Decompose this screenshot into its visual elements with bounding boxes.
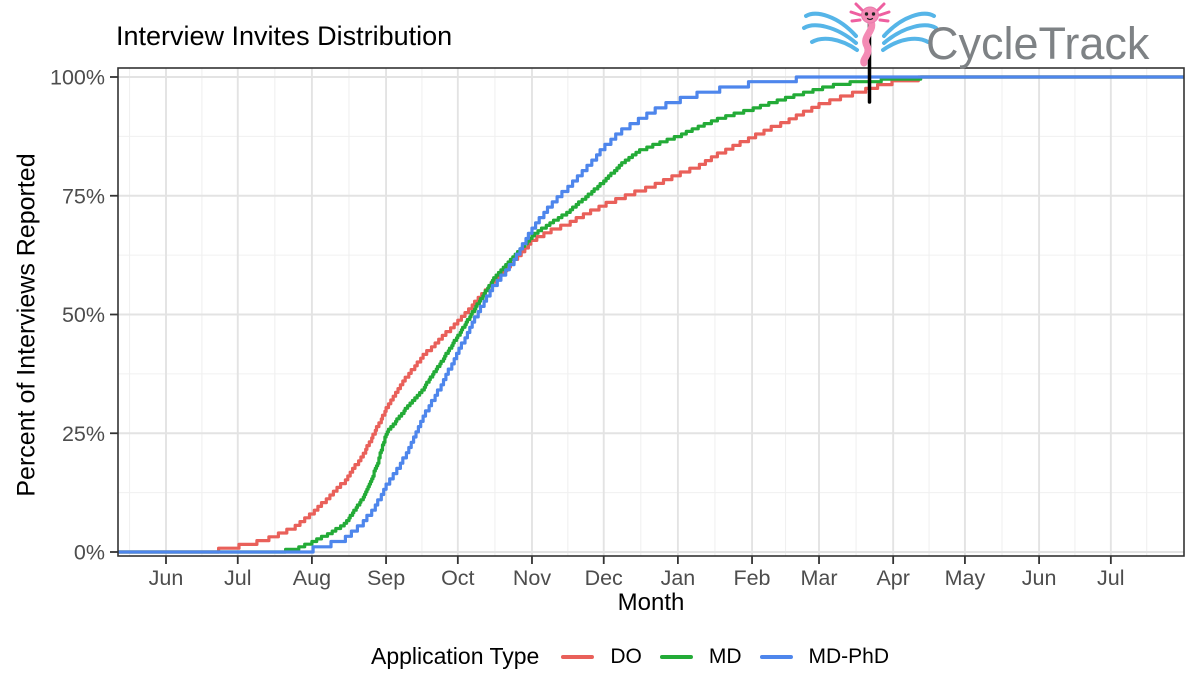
y-tick-label: 0% [74,541,105,565]
x-tick-label: Apr [876,566,909,590]
gill-frond [850,18,862,23]
axolotl-eye-left [864,12,869,16]
wing-feather [802,23,858,45]
y-tick-label: 75% [62,184,105,208]
wing-feather [810,36,859,52]
wing-feather [881,36,930,52]
panel-background [118,68,1184,556]
series-line-do [118,75,1184,554]
gill-frond [876,2,886,12]
x-tick-label: May [945,566,986,590]
x-tick-label: Nov [513,566,551,590]
legend-title: Application Type [370,643,540,669]
gill-frond [854,2,864,12]
gill-frond [878,18,890,23]
x-tick-label: Aug [293,566,331,590]
legend: Application Type DO MD MD-PhD [371,643,889,670]
legend-entry-do: DO [561,645,642,669]
x-tick-label: Jul [1097,566,1124,590]
axolotl-head [861,6,879,24]
chart-title: Interview Invites Distribution [116,21,453,51]
legend-label-md: MD [708,644,742,668]
gill-frond [878,10,891,17]
axolotl-eye-right [871,12,876,16]
axolotl-logo-icon [802,2,938,104]
series-line-md [118,75,1184,554]
legend-entry-md: MD [659,644,742,669]
legend-entry-mdphd: MD-PhD [759,644,890,669]
wing-feather [882,23,938,45]
x-tick-label: Dec [585,566,623,590]
legend-line-swatch-mdphd [759,654,793,659]
wings-icon [802,11,938,52]
wing-feather [804,11,858,38]
axolotl-gills [849,2,891,23]
x-tick-label: Feb [733,566,770,590]
series-line-mdphd [118,75,1184,554]
legend-line-swatch-md [659,654,693,659]
gill-frond [849,10,862,17]
axolotl-mouth [866,17,874,21]
panel-border [117,67,1185,557]
x-tick-label: Oct [441,566,474,590]
legend-line-swatch-do [561,654,595,659]
legend-label-mdphd: MD-PhD [808,644,890,668]
y-axis-title: Percent of Interviews Reported [12,153,41,497]
axolotl-body [860,16,876,67]
series-group [118,75,1184,554]
x-axis-title: Month [617,589,685,616]
wing-feather [882,11,936,38]
brand-name: CycleTrack [926,18,1150,69]
x-tick-label: Jun [1022,566,1057,590]
y-tick-labels: 0% 25% 50% 75% 100% [50,66,105,565]
x-tick-label: Jul [224,566,251,590]
x-tick-labels: Jun Jul Aug Sep Oct Nov Dec Jan Feb Mar Apr May Jun J… [149,566,1125,590]
y-tick-label: 100% [50,66,105,90]
axis-tick-marks [110,76,1112,564]
x-tick-label: Mar [800,566,837,590]
gridlines-minor [118,68,1184,556]
x-tick-label: Sep [367,566,405,590]
x-tick-label: Jan [661,566,696,590]
legend-label-do: DO [610,644,642,668]
x-tick-label: Jun [149,566,184,590]
y-tick-label: 50% [62,303,105,327]
y-tick-label: 25% [62,422,105,446]
